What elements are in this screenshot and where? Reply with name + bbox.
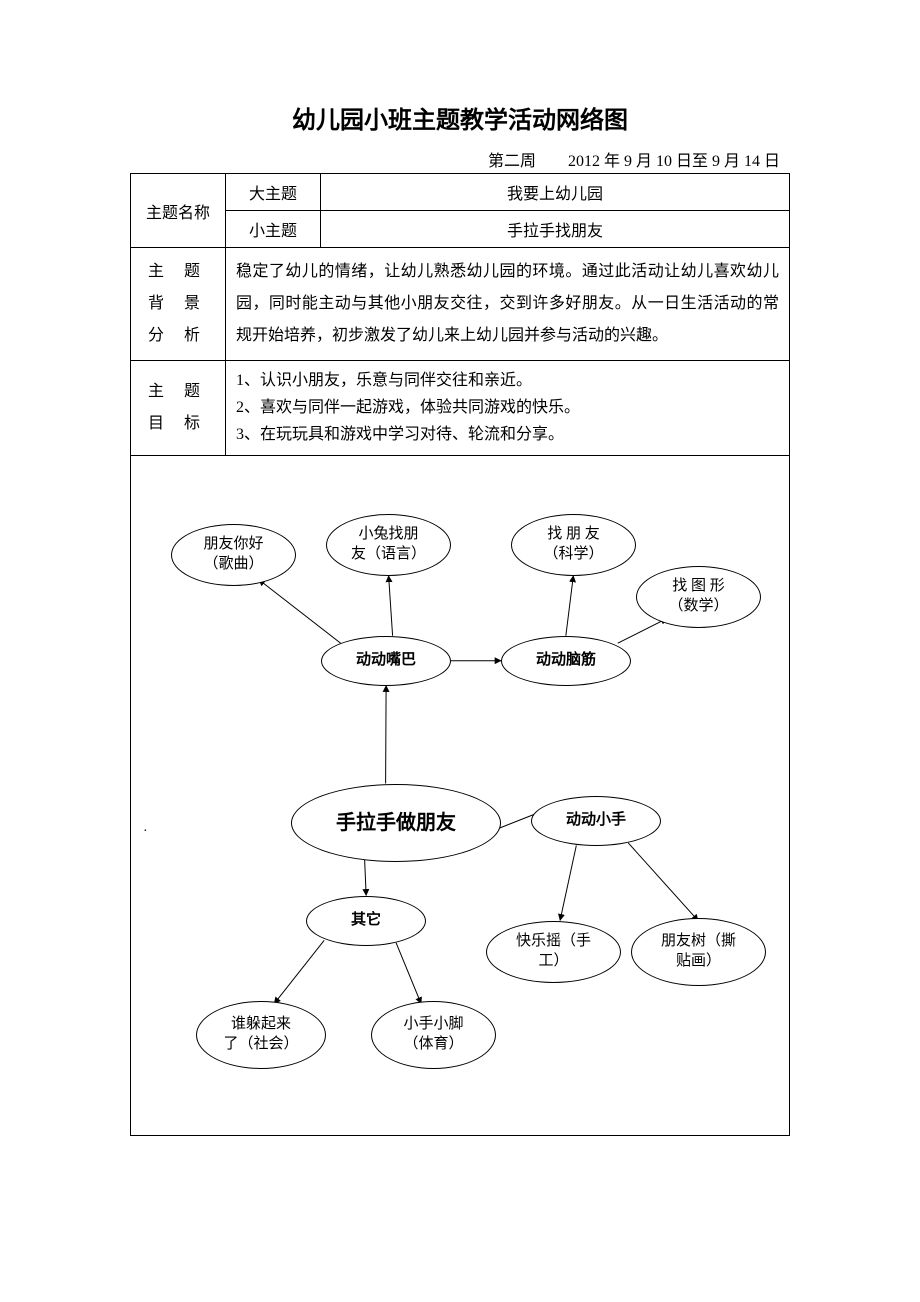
goal-item: 2、喜欢与同伴一起游戏，体验共同游戏的快乐。 (236, 394, 779, 421)
value-small-theme: 手拉手找朋友 (321, 211, 790, 248)
diagram-cell: 手拉手做朋友 动动嘴巴动动脑筋动动小手其它 朋友你好（歌曲） 小兔找朋友（语言） 找 朋… (131, 455, 790, 1135)
node-song: 朋友你好（歌曲） (171, 524, 296, 586)
goal-item: 3、在玩玩具和游戏中学习对待、轮流和分享。 (236, 421, 779, 448)
edge (365, 859, 366, 895)
page: 幼儿园小班主题教学活动网络图 第二周 2012 年 9 月 10 日至 9 月 … (0, 0, 920, 1302)
edge (560, 845, 576, 920)
edge (389, 575, 393, 635)
node-shape: 找 图 形（数学） (636, 566, 761, 628)
edge (274, 940, 324, 1003)
info-table: 主题名称 大主题 我要上幼儿园 小主题 手拉手找朋友 主 题 背 景 分 析 稳… (130, 173, 790, 1136)
subtitle: 第二周 2012 年 9 月 10 日至 9 月 14 日 (130, 147, 790, 171)
value-goals: 1、认识小朋友，乐意与同伴交往和亲近。 2、喜欢与同伴一起游戏，体验共同游戏的快… (226, 361, 790, 456)
node-brain: 动动脑筋 (501, 636, 631, 686)
network-diagram: 手拉手做朋友 动动嘴巴动动脑筋动动小手其它 朋友你好（歌曲） 小兔找朋友（语言） 找 朋… (131, 456, 789, 1135)
node-feet: 小手小脚（体育） (371, 1001, 496, 1069)
value-big-theme: 我要上幼儿园 (321, 174, 790, 211)
node-hide: 谁躲起来了（社会） (196, 1001, 326, 1069)
node-findf: 找 朋 友（科学） (511, 514, 636, 576)
label-goals: 主 题 目 标 (131, 361, 226, 456)
value-background: 稳定了幼儿的情绪，让幼儿熟悉幼儿园的环境。通过此活动让幼儿喜欢幼儿园，同时能主动… (226, 248, 790, 361)
node-tree: 朋友树（撕贴画） (631, 918, 766, 986)
label-background: 主 题 背 景 分 析 (131, 248, 226, 361)
goal-item: 1、认识小朋友，乐意与同伴交往和亲近。 (236, 367, 779, 394)
label-small-theme: 小主题 (226, 211, 321, 248)
label-big-theme: 大主题 (226, 174, 321, 211)
edge (618, 618, 667, 643)
week-label: 第二周 (488, 153, 536, 170)
page-title: 幼儿园小班主题教学活动网络图 (0, 100, 920, 135)
node-mouth: 动动嘴巴 (321, 636, 451, 686)
node-other: 其它 (306, 896, 426, 946)
node-rabbit: 小兔找朋友（语言） (326, 514, 451, 576)
label-theme-name: 主题名称 (131, 174, 226, 248)
stray-dot: · (143, 824, 148, 840)
edge (259, 579, 341, 643)
node-center: 手拉手做朋友 (291, 784, 501, 862)
edge (628, 842, 698, 920)
edge (566, 575, 573, 635)
edge (396, 942, 421, 1003)
node-hand: 动动小手 (531, 796, 661, 846)
node-happy: 快乐摇（手工） (486, 921, 621, 983)
date-range: 2012 年 9 月 10 日至 9 月 14 日 (568, 153, 780, 170)
